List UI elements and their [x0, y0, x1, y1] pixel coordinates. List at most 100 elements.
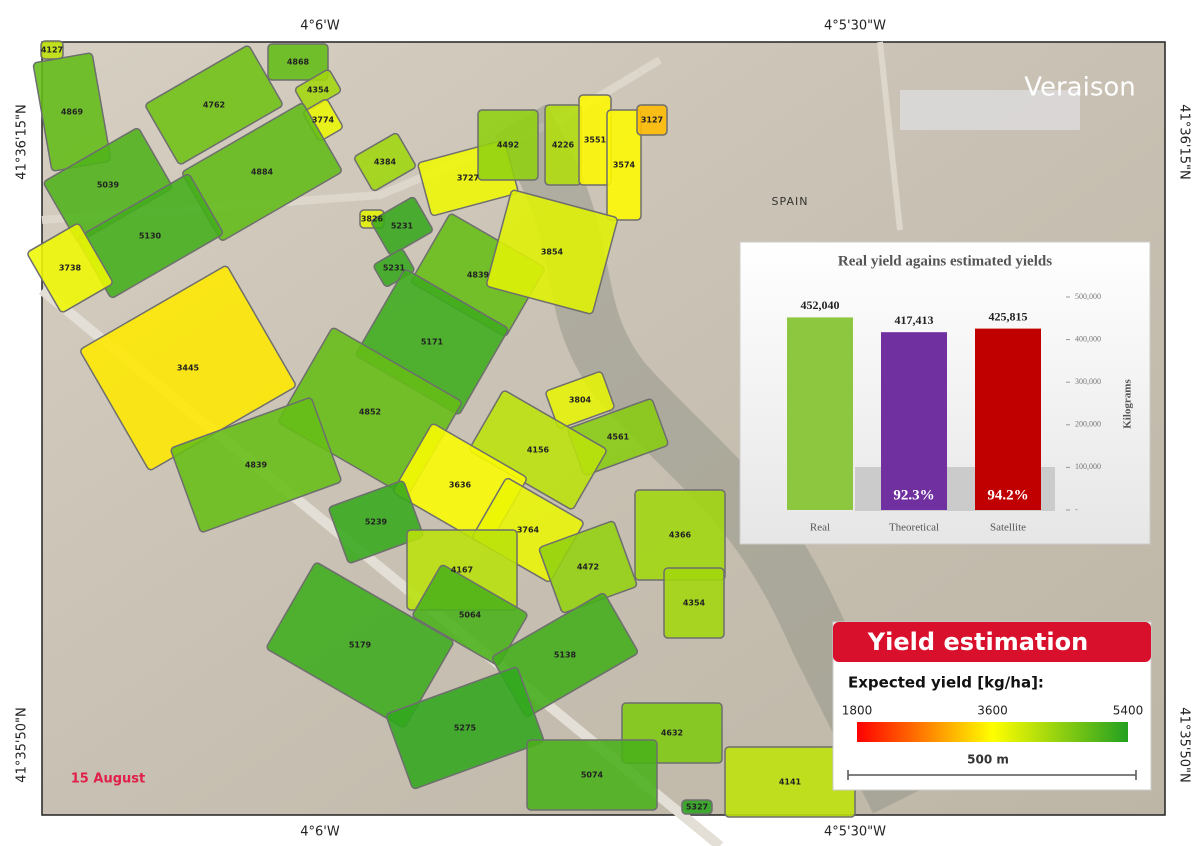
yield-chart: Real yield agains estimated yields Kilog… [739, 241, 1151, 545]
scale-bar [847, 770, 1137, 780]
legend-subtitle: Expected yield [kg/ha]: [848, 674, 1044, 692]
legend-header [833, 622, 1151, 662]
x-tick-label: Theoretical [889, 522, 939, 534]
legend: Yield estimation Expected yield [kg/ha]:… [832, 621, 1152, 791]
field-label: 4127 [41, 46, 63, 55]
field-label: 5275 [454, 724, 477, 733]
x-tick-label: Satellite [990, 522, 1026, 534]
field-label: 4354 [683, 599, 706, 608]
color-tick-label: 5400 [1113, 704, 1144, 718]
field [170, 397, 342, 533]
field [545, 371, 615, 429]
field [681, 799, 713, 815]
field-label: 4354 [307, 86, 330, 95]
scale-label: 500 m [967, 753, 1009, 767]
field-label: 5239 [365, 518, 388, 527]
coord-right: 41°35'50"N [1177, 707, 1192, 782]
field-label: 4852 [359, 408, 381, 417]
field-label: 5179 [349, 641, 372, 650]
chart-title: Real yield agains estimated yields [838, 253, 1052, 269]
field-label: 5171 [421, 338, 444, 347]
y-axis-label: Kilograms [1122, 379, 1134, 429]
field [266, 562, 454, 728]
legend-title: Yield estimation [867, 628, 1088, 656]
bar [787, 317, 853, 510]
field-label: 4167 [451, 566, 473, 575]
field-label: 5074 [581, 771, 604, 780]
field-label: 3854 [541, 248, 564, 257]
field-label: 5327 [686, 803, 708, 812]
y-tick-label: 400,000 [1075, 334, 1101, 343]
field-label: 3804 [569, 396, 592, 405]
y-tick-label: 200,000 [1075, 420, 1101, 429]
field-label: 3445 [177, 364, 200, 373]
field-label: 5138 [554, 651, 577, 660]
field [663, 567, 725, 639]
field [385, 666, 545, 790]
x-tick-label: Real [810, 522, 830, 534]
field-label: 5064 [459, 611, 482, 620]
field-label: 3826 [361, 215, 384, 224]
value-label: 425,815 [989, 309, 1028, 323]
coord-left: 41°35'50"N [15, 707, 30, 782]
field-label: 3738 [59, 264, 82, 273]
field [412, 564, 528, 666]
field-label: 4632 [661, 729, 683, 738]
coord-left: 41°36'15"N [15, 104, 30, 179]
field-label: 4868 [287, 58, 310, 67]
color-tick-label: 1800 [842, 704, 873, 718]
field [27, 223, 113, 313]
country-label: SPAIN [772, 195, 809, 208]
field-label: 4156 [527, 446, 550, 455]
bar [881, 332, 947, 510]
field [267, 43, 329, 81]
field [526, 739, 658, 811]
field-label: 4884 [251, 168, 274, 177]
road [877, 41, 903, 231]
date-label: 15 August [71, 772, 145, 787]
field-label: 3636 [449, 481, 472, 490]
coord-bottom: 4°6'W [300, 825, 340, 840]
field-label: 4839 [467, 271, 490, 280]
bar-annotation: 94.2% [987, 487, 1028, 503]
field-label: 4366 [669, 531, 692, 540]
field-label: 3727 [457, 174, 479, 183]
coord-top: 4°5'30"W [824, 19, 886, 34]
field-label: 4384 [374, 158, 397, 167]
field-label: 4839 [245, 461, 268, 470]
bar-annotation: 92.3% [893, 487, 934, 503]
field [606, 109, 642, 221]
field-label: 4492 [497, 141, 519, 150]
field-label: 4762 [203, 101, 225, 110]
field-label: 3551 [584, 136, 607, 145]
field-label: 3764 [517, 526, 540, 535]
field-label: 3127 [641, 116, 663, 125]
y-tick-label: 500,000 [1075, 292, 1101, 301]
coord-bottom: 4°5'30"W [824, 825, 886, 840]
field-label: 5130 [139, 232, 162, 241]
coord-top: 4°6'W [300, 19, 340, 34]
y-tick-label: 300,000 [1075, 377, 1101, 386]
field [145, 45, 283, 165]
value-label: 417,413 [895, 313, 934, 327]
field-label: 5039 [97, 181, 120, 190]
color-tick-label: 3600 [977, 704, 1008, 718]
field [486, 189, 618, 315]
fields: 4127 4869 4762 4868 4354 3774 4884 5039 5130 3738… [27, 40, 856, 818]
field-label: 4226 [552, 141, 575, 150]
field-label: 4472 [577, 563, 599, 572]
field-label: 3774 [312, 116, 335, 125]
field-label: 3574 [613, 161, 636, 170]
field-label: 4869 [61, 108, 84, 117]
field [371, 196, 433, 256]
value-label: 452,040 [801, 298, 840, 312]
bright-patch [900, 90, 1080, 130]
y-tick-label: - [1075, 505, 1078, 514]
field [328, 480, 424, 564]
color-bar [857, 722, 1128, 742]
field-label: 4141 [779, 778, 802, 787]
field [354, 132, 416, 192]
field [636, 104, 668, 136]
field-label: 5231 [391, 222, 414, 231]
